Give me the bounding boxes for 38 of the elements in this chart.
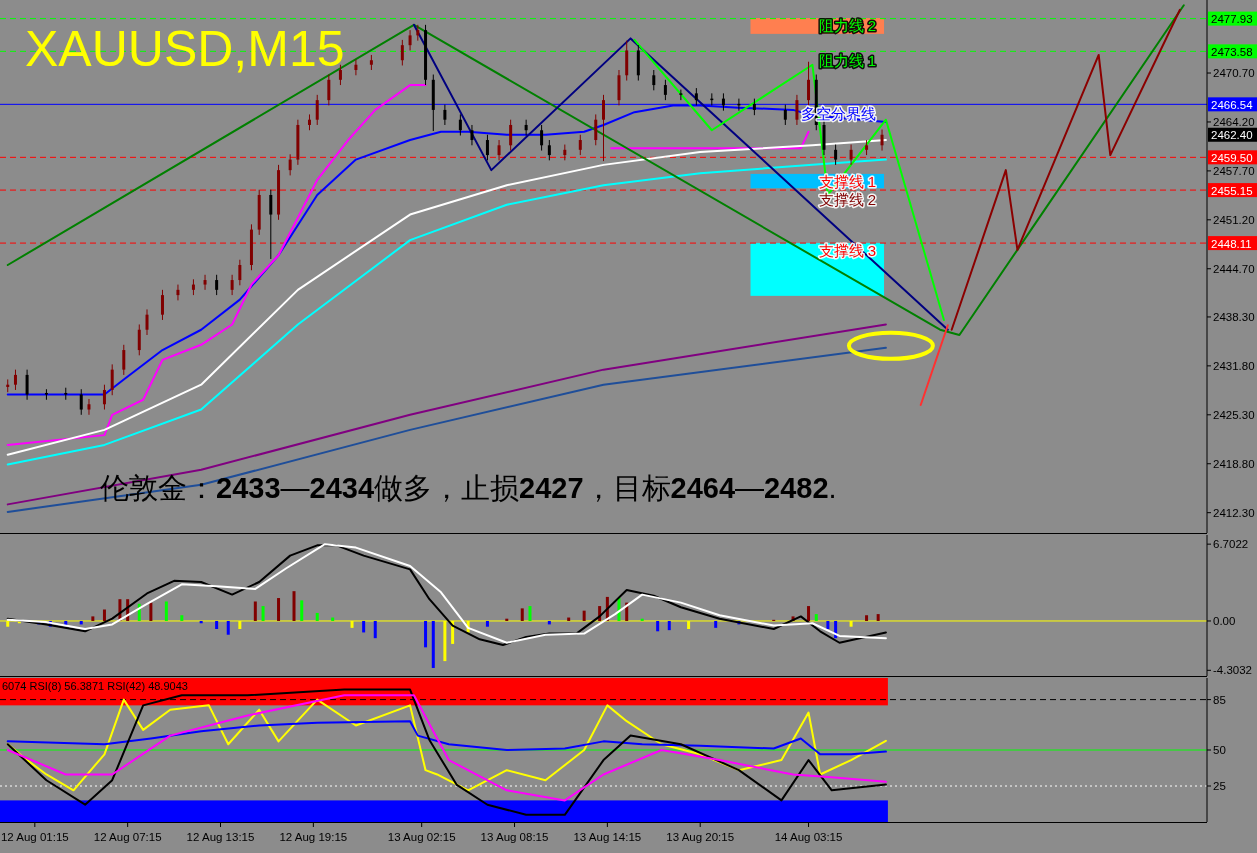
y-tick-label: 0.00	[1213, 614, 1236, 627]
ref-line-label: 2448.11	[1211, 237, 1252, 250]
band-label: 支撑线 3	[818, 242, 877, 260]
y-tick-label: 2451.20	[1213, 213, 1255, 226]
y-tick-label: 50	[1213, 744, 1226, 756]
y-tick-label: 2438.30	[1213, 310, 1255, 323]
y-tick-label: 2457.70	[1213, 164, 1255, 177]
band-label: 阻力线 2	[818, 17, 877, 35]
annotation: 支撑线 2	[818, 191, 877, 209]
annotation: 阻力线 1	[818, 52, 877, 70]
ref-line-label: 2459.50	[1211, 151, 1253, 164]
text: 2462.40	[1211, 129, 1253, 142]
y-tick-label: -4.3032	[1213, 664, 1253, 677]
x-tick-label: 13 Aug 02:15	[387, 831, 456, 843]
y-tick-label: 2412.30	[1213, 506, 1255, 519]
y-tick-label: 25	[1213, 780, 1226, 792]
y-tick-label: 2431.80	[1213, 359, 1255, 372]
x-tick-label: 13 Aug 20:15	[666, 831, 735, 843]
ref-line-label: 2466.54	[1211, 98, 1254, 111]
y-tick-label: 2464.20	[1213, 115, 1255, 128]
y-tick-label: 2425.30	[1213, 408, 1255, 421]
x-tick-label: 14 Aug 03:15	[774, 831, 843, 843]
ref-line-label: 2477.93	[1211, 13, 1253, 26]
ref-line-label: 2473.58	[1211, 45, 1253, 58]
annotation: 6074 RSI(8) 56.3871 RSI(42) 48.9043	[2, 680, 188, 692]
y-tick-label: 2470.70	[1213, 67, 1255, 80]
ref-line-label: 2455.15	[1211, 184, 1253, 197]
y-tick-label: 2444.70	[1213, 262, 1255, 275]
x-tick-label: 12 Aug 19:15	[279, 831, 348, 843]
x-tick-label: 12 Aug 01:15	[0, 831, 69, 843]
x-tick-label: 13 Aug 14:15	[573, 831, 642, 843]
x-tick-label: 12 Aug 07:15	[93, 831, 162, 843]
x-tick-label: 12 Aug 13:15	[186, 831, 255, 843]
y-tick-label: 2418.80	[1213, 457, 1255, 470]
chart-title: XAUUSD,M15	[25, 21, 345, 77]
y-tick-label: 85	[1213, 693, 1226, 706]
x-tick-label: 13 Aug 08:15	[480, 831, 549, 843]
y-tick-label: 6.7022	[1213, 538, 1249, 551]
